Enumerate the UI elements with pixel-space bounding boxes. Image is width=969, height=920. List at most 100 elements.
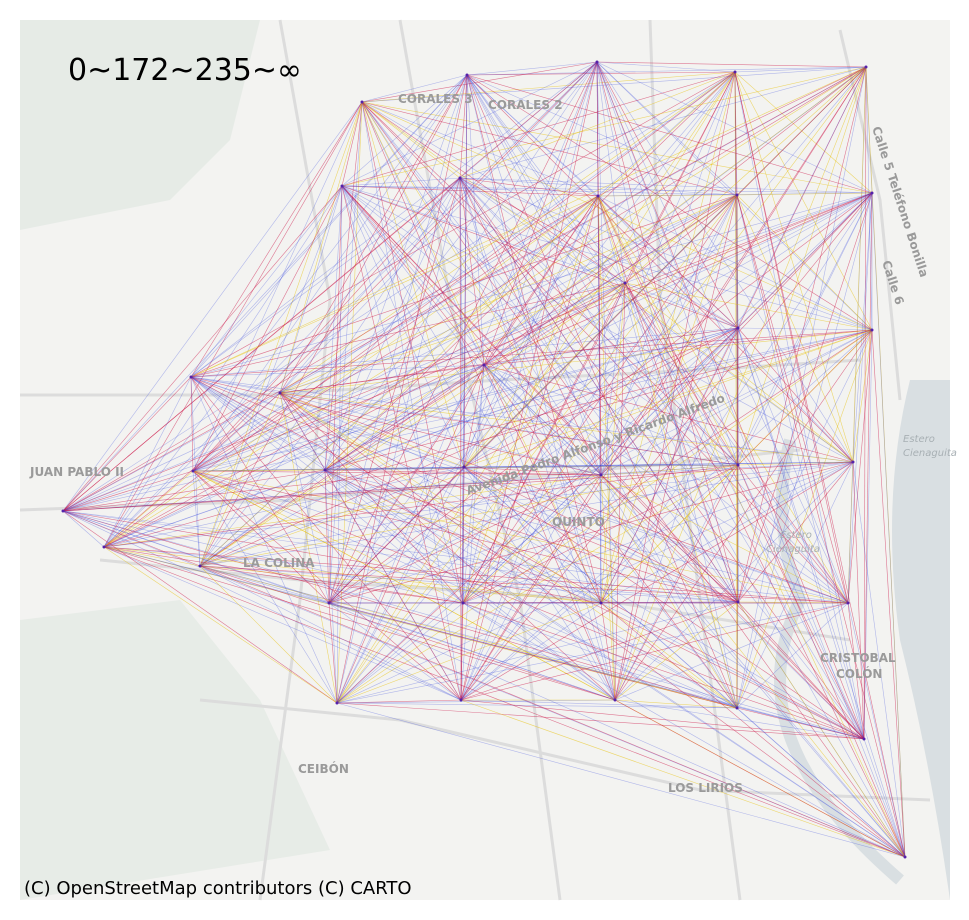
edge	[103, 195, 599, 548]
edge	[192, 470, 462, 701]
edge	[600, 71, 736, 604]
edge	[600, 602, 738, 709]
edge	[737, 461, 854, 603]
edge	[736, 194, 865, 740]
edge	[328, 66, 867, 604]
edge	[734, 71, 906, 858]
edge	[199, 392, 281, 567]
edge	[328, 602, 738, 709]
edge	[192, 470, 849, 604]
edge	[341, 185, 602, 476]
edge	[62, 510, 602, 604]
map-label: CRISTOBAL	[820, 651, 896, 665]
edge	[863, 738, 906, 858]
edge	[328, 282, 626, 604]
edge	[62, 510, 462, 701]
edge	[466, 74, 873, 194]
map-label: QUINTO	[552, 515, 605, 529]
edge	[847, 192, 873, 604]
edge	[199, 565, 616, 701]
edge	[62, 194, 738, 512]
edge	[62, 510, 201, 567]
edge	[336, 192, 873, 704]
edge	[190, 101, 363, 378]
edge	[190, 376, 739, 603]
edge	[190, 376, 194, 472]
edge	[460, 61, 598, 701]
edge	[190, 195, 599, 378]
node	[736, 326, 740, 330]
edge	[199, 565, 738, 709]
edge	[328, 177, 461, 604]
node	[340, 184, 344, 188]
edge	[199, 464, 739, 567]
node	[465, 73, 469, 77]
edge	[199, 329, 873, 567]
edge	[328, 364, 485, 604]
edge	[341, 185, 462, 701]
edge	[463, 74, 468, 468]
edge	[279, 392, 464, 604]
edge	[192, 61, 598, 472]
edge	[192, 185, 343, 472]
edge	[736, 329, 873, 709]
node	[864, 65, 868, 69]
edge	[192, 461, 854, 472]
edge	[624, 282, 738, 709]
edge	[341, 185, 854, 463]
edge	[460, 602, 602, 701]
edge	[361, 101, 485, 366]
node	[870, 191, 874, 195]
node	[846, 601, 850, 605]
edge	[199, 565, 338, 704]
edge	[199, 565, 464, 604]
edge	[279, 392, 616, 701]
edge	[199, 565, 602, 604]
edge	[103, 461, 854, 548]
title: 0~172~235~∞	[68, 53, 302, 88]
edge	[361, 101, 602, 476]
edge	[463, 466, 602, 604]
edge	[463, 461, 854, 468]
edge	[466, 74, 738, 196]
edge	[199, 282, 626, 567]
node	[851, 460, 855, 464]
edge	[103, 61, 598, 548]
edge	[103, 474, 602, 548]
edge	[324, 469, 739, 603]
node	[360, 100, 364, 104]
edge	[279, 392, 602, 476]
map-label: Estero	[903, 434, 935, 445]
edge	[324, 469, 338, 704]
edge	[199, 474, 602, 567]
edge	[341, 185, 626, 284]
edge	[466, 74, 602, 604]
edge	[614, 699, 738, 709]
edge	[341, 185, 599, 197]
edge	[600, 474, 849, 604]
edge	[341, 185, 873, 194]
edge	[736, 192, 873, 709]
edge	[279, 185, 343, 394]
edge	[190, 66, 867, 378]
edge	[737, 464, 865, 740]
edge	[336, 602, 602, 704]
park-area	[20, 20, 260, 230]
edge	[336, 61, 598, 704]
edge	[460, 461, 854, 701]
edge	[361, 101, 854, 463]
edge	[336, 602, 849, 704]
edge	[865, 66, 906, 858]
edge	[852, 192, 873, 463]
edge	[596, 61, 739, 603]
edge	[462, 71, 736, 604]
edge	[279, 282, 626, 394]
edge	[328, 602, 338, 704]
edge	[192, 470, 602, 476]
edge	[462, 192, 873, 604]
edge	[336, 194, 738, 704]
node	[613, 698, 617, 702]
edge	[463, 329, 873, 468]
edge	[459, 177, 616, 701]
